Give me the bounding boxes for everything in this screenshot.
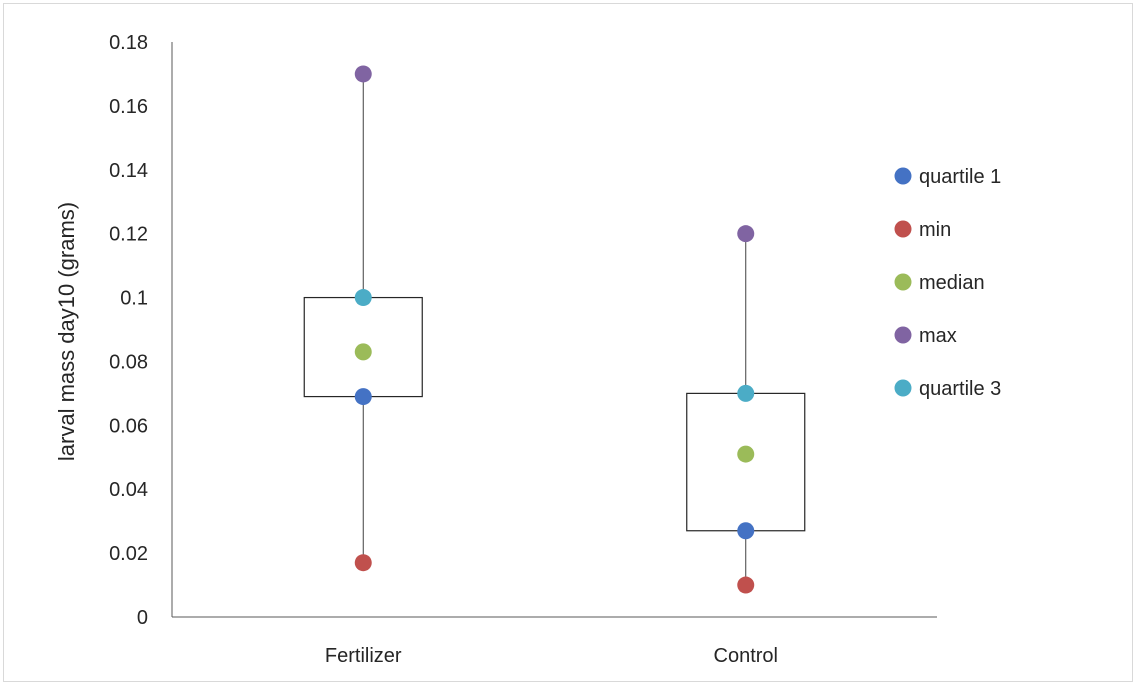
y-tick-label: 0.16 [109, 96, 148, 118]
y-tick-label: 0.14 [109, 160, 148, 182]
y-tick-label: 0 [137, 607, 148, 629]
point-max [354, 65, 372, 83]
y-tick-label: 0.04 [109, 479, 148, 501]
data-points [354, 65, 755, 594]
y-tick-label: 0.06 [109, 415, 148, 437]
x-tick-label: Fertilizer [325, 645, 402, 667]
legend: quartile 1 min median max quartile 3 [894, 166, 1001, 400]
y-tick-labels: 0 0.02 0.04 0.06 0.08 0.1 0.12 0.14 0.16 0.18 [109, 32, 148, 629]
legend-label: quartile 3 [919, 378, 1001, 400]
legend-marker [894, 273, 912, 291]
y-tick-label: 0.08 [109, 351, 148, 373]
point-median [737, 445, 755, 463]
legend-marker [894, 326, 912, 344]
point-max [737, 225, 755, 243]
y-axis-label: larval mass day10 (grams) [54, 202, 79, 461]
y-tick-label: 0.18 [109, 32, 148, 54]
point-quartile-3 [354, 289, 372, 307]
legend-label: median [919, 272, 985, 294]
point-quartile-3 [737, 384, 755, 402]
legend-marker [894, 167, 912, 185]
point-min [354, 554, 372, 572]
chart-frame [3, 3, 1133, 682]
y-tick-label: 0.02 [109, 543, 148, 565]
y-tick-label: 0.1 [120, 288, 148, 310]
legend-marker [894, 379, 912, 397]
legend-label: max [919, 325, 957, 347]
y-tick-label: 0.12 [109, 224, 148, 246]
point-min [737, 576, 755, 594]
legend-label: min [919, 219, 951, 241]
x-tick-labels: Fertilizer Control [325, 645, 778, 667]
axes [171, 42, 937, 618]
x-tick-label: Control [714, 645, 778, 667]
boxes [303, 73, 806, 586]
point-median [354, 343, 372, 361]
legend-marker [894, 220, 912, 238]
legend-label: quartile 1 [919, 166, 1001, 188]
point-quartile-1 [737, 522, 755, 540]
point-quartile-1 [354, 388, 372, 406]
